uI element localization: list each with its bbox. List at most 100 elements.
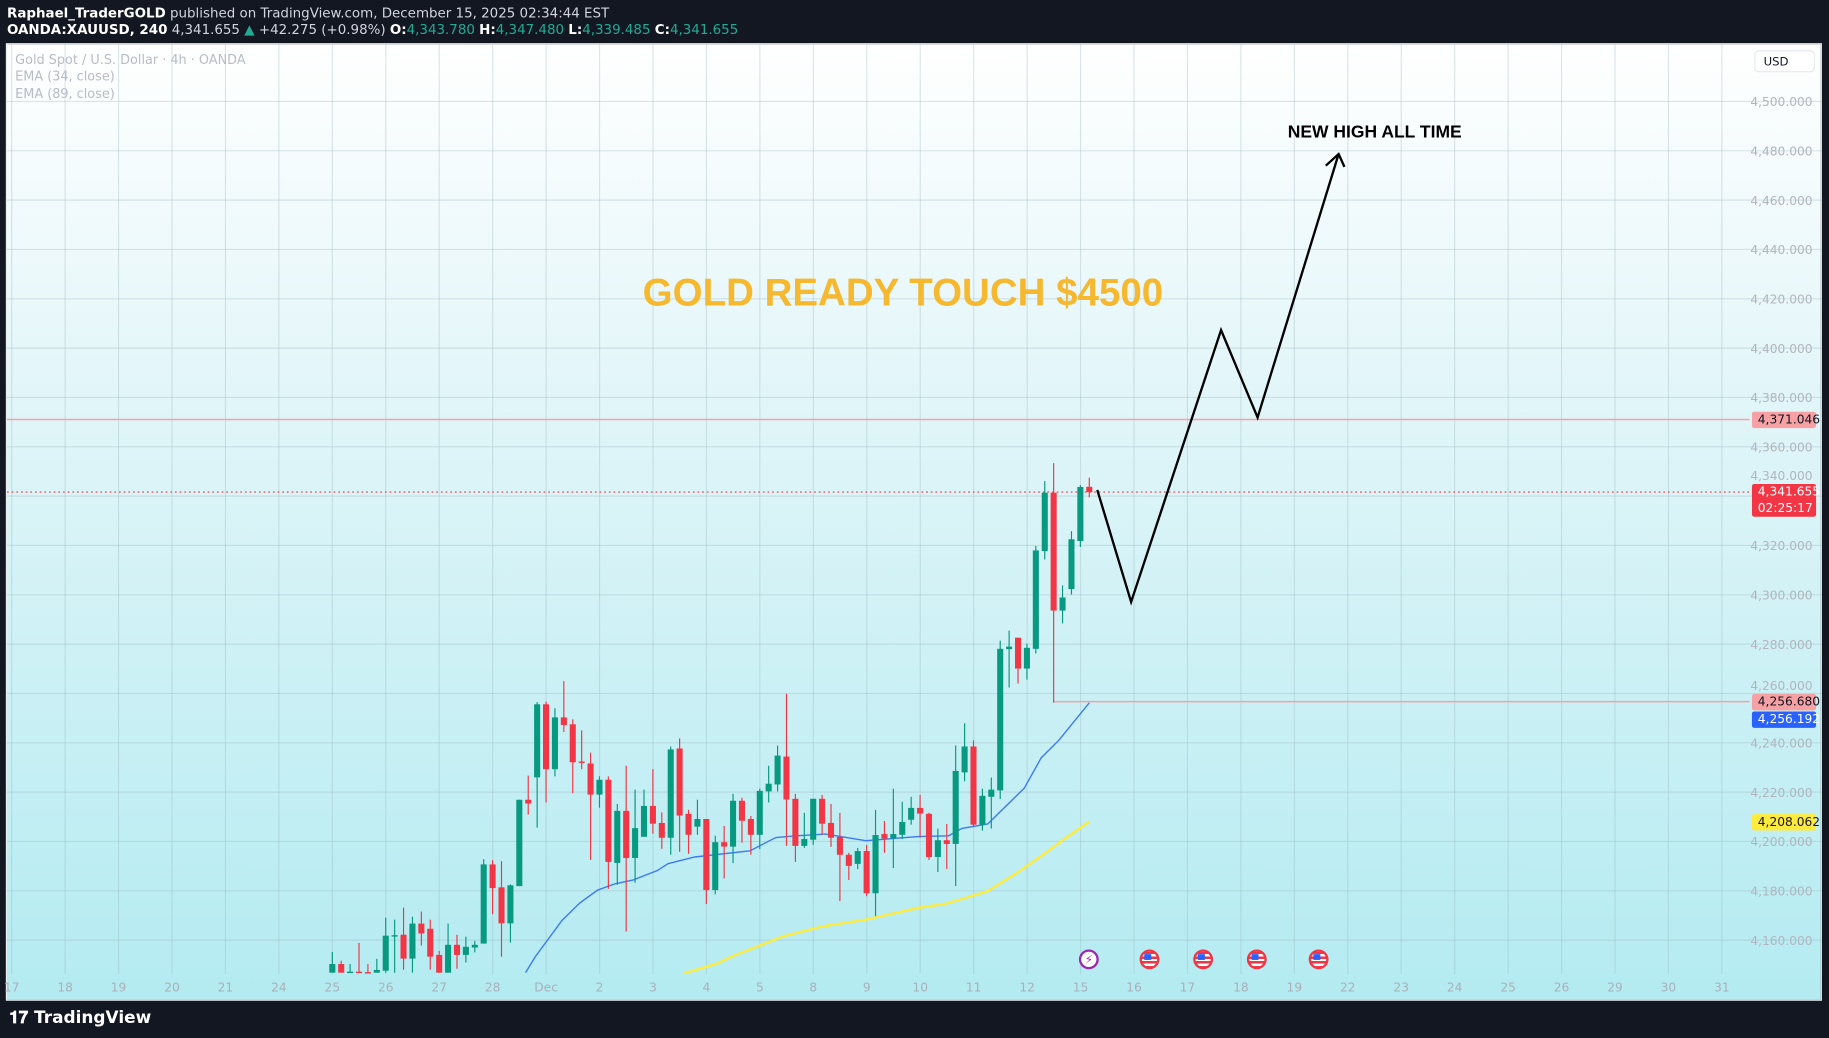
candle-body	[756, 790, 763, 835]
lightning-icon[interactable]: ⚡	[1078, 949, 1099, 970]
candle	[507, 884, 514, 943]
symbol-info: OANDA:XAUUSD, 240 4,341.655 ▲ +42.275 (+…	[7, 21, 738, 37]
y-tick-label: 4,360.000	[1750, 440, 1812, 454]
us-flag-icon[interactable]	[1308, 949, 1329, 970]
legend-ema34[interactable]: EMA (34, close)	[15, 68, 115, 84]
candle-body	[827, 822, 835, 838]
candle-body	[667, 749, 674, 838]
candle-body	[738, 800, 745, 821]
candle	[364, 964, 371, 974]
y-tick-label: 4,220.000	[1750, 786, 1812, 800]
x-tick-label: 23	[1393, 980, 1409, 994]
candle-body	[1059, 597, 1066, 611]
candle-body	[543, 704, 550, 770]
high-value: 4,347.480	[495, 20, 565, 38]
candle-body	[872, 835, 879, 894]
candle-body	[382, 935, 389, 971]
candle	[756, 788, 763, 850]
x-tick-label: 27	[431, 980, 447, 994]
projection-drawing[interactable]	[1096, 152, 1346, 606]
y-tick-label: 4,240.000	[1750, 736, 1812, 750]
candle	[703, 819, 710, 905]
us-flag-icon[interactable]	[1193, 949, 1214, 970]
us-flag-icon[interactable]	[1139, 949, 1160, 970]
candle-body	[934, 840, 941, 857]
candle-body	[792, 798, 799, 846]
candle-body	[819, 798, 826, 824]
publish-info: Raphael_TraderGOLD published on TradingV…	[7, 5, 609, 21]
candle-body	[596, 779, 603, 795]
candle	[997, 640, 1004, 800]
candle	[1041, 481, 1048, 560]
y-tick-label: 4,160.000	[1750, 934, 1812, 948]
headline-text[interactable]: GOLD READY TOUCH $4500	[642, 270, 1164, 314]
chart-pane[interactable]	[5, 43, 1822, 1001]
candle	[836, 812, 843, 902]
tradingview-logo[interactable]: 𝟏𝟕 TradingView	[9, 1009, 151, 1028]
candle	[382, 917, 389, 973]
candle-body	[881, 834, 888, 839]
bar-countdown: 02:25:17	[1757, 501, 1813, 516]
price-change: +42.275 (+0.98%)	[258, 20, 386, 38]
low-value: 4,339.485	[582, 20, 651, 38]
candle-body	[462, 946, 469, 955]
candle-body	[578, 761, 585, 763]
candle-body	[1041, 492, 1048, 552]
legend-ema89[interactable]: EMA (89, close)	[15, 86, 115, 102]
candle-body	[730, 800, 737, 847]
candle	[373, 958, 380, 973]
candle-body	[632, 828, 639, 858]
x-tick-label: 15	[1073, 980, 1089, 994]
candle	[712, 835, 719, 895]
candle-body	[961, 746, 968, 773]
candle-body	[1077, 487, 1084, 542]
candles	[329, 463, 1093, 974]
x-tick-label: 12	[1019, 980, 1035, 994]
candle-body	[863, 851, 870, 894]
candle-body	[676, 748, 683, 816]
candle-body	[970, 746, 977, 825]
x-tick-label: 25	[1500, 980, 1516, 994]
candle	[391, 919, 398, 973]
candle-body	[640, 805, 648, 837]
candle	[845, 852, 852, 880]
ema89-line	[683, 820, 1090, 974]
candle	[578, 730, 585, 770]
x-tick-label: 29	[1607, 980, 1623, 994]
x-tick-label: 19	[1287, 980, 1303, 994]
author-name[interactable]: Raphael_TraderGOLD	[6, 4, 166, 21]
candle	[1077, 485, 1084, 547]
us-flag-icon[interactable]	[1246, 949, 1267, 970]
candle	[1050, 463, 1057, 703]
candle	[587, 752, 594, 860]
currency-button[interactable]: USD	[1754, 50, 1815, 73]
candle	[854, 847, 861, 870]
target-note[interactable]: NEW HIGH ALL TIME	[1287, 122, 1462, 143]
x-tick-label: 31	[1714, 980, 1730, 994]
candle	[614, 803, 621, 885]
candle-body	[560, 717, 567, 726]
candle-body	[658, 822, 665, 838]
candle-body	[783, 756, 790, 800]
candle	[409, 916, 416, 973]
x-tick-label: 20	[164, 980, 180, 994]
y-tick-label: 4,440.000	[1750, 243, 1812, 257]
candle-body	[498, 887, 505, 924]
legend-title[interactable]: Gold Spot / U.S. Dollar · 4h · OANDA	[15, 52, 246, 68]
candle	[649, 769, 656, 834]
candle	[934, 828, 941, 873]
candle	[596, 776, 603, 808]
x-tick-label: 18	[1233, 980, 1249, 994]
candle	[827, 803, 835, 847]
candle	[427, 919, 434, 970]
y-tick-label: 4,340.000	[1750, 469, 1812, 483]
candle-body	[551, 717, 558, 770]
candle-body	[623, 810, 630, 858]
open-label: O:	[389, 20, 407, 38]
candle	[489, 860, 496, 915]
candle	[890, 788, 897, 869]
candle-body	[391, 935, 398, 937]
high-label: H:	[479, 20, 496, 38]
